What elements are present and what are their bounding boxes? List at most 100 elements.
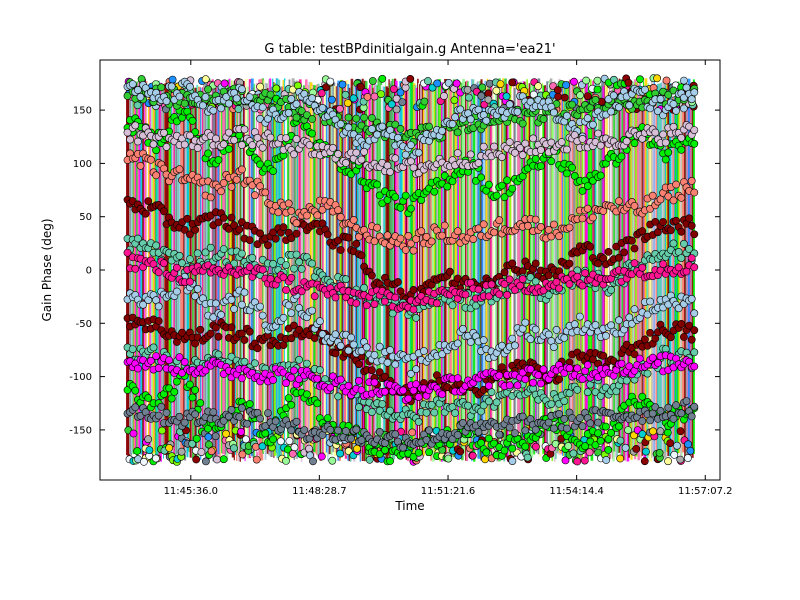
x-tick-label: 11:51:21.6 — [421, 486, 475, 497]
x-tick-label: 11:54:14.4 — [549, 486, 603, 497]
gain-phase-point — [152, 171, 160, 180]
gain-phase-point — [141, 209, 150, 218]
gain-phase-point — [508, 457, 517, 465]
gain-phase-point — [630, 305, 639, 314]
gain-phase-point — [308, 115, 316, 123]
gain-phase-point — [271, 417, 280, 426]
gain-phase-point — [387, 100, 396, 109]
gain-phase-point — [305, 444, 313, 453]
gain-phase-point — [456, 447, 465, 456]
gain-phase-point — [396, 234, 405, 243]
gain-phase-point — [380, 372, 389, 381]
gain-phase-point — [230, 304, 238, 313]
gain-phase-point — [453, 431, 462, 439]
gain-phase-point — [677, 193, 686, 202]
gain-phase-point — [534, 371, 543, 380]
gain-phase-point — [168, 75, 177, 84]
gain-phase-point — [487, 280, 496, 289]
gain-phase-point — [327, 95, 336, 104]
gain-phase-point — [335, 104, 344, 113]
gain-phase-point — [655, 448, 664, 457]
gain-phase-point — [380, 297, 389, 306]
gain-phase-point — [616, 454, 625, 463]
gain-phase-point — [133, 234, 142, 243]
x-tick-label: 11:57:07.2 — [678, 486, 732, 497]
gain-phase-point — [128, 345, 137, 353]
gain-phase-point — [126, 135, 135, 144]
gain-phase-point — [468, 451, 477, 460]
gain-phase-point — [495, 430, 504, 439]
gain-phase-point — [131, 121, 140, 130]
gain-phase-point — [417, 227, 426, 236]
gain-phase-point — [287, 234, 296, 242]
gain-phase-point — [232, 94, 241, 103]
gain-phase-point — [289, 150, 298, 159]
gain-phase-point — [690, 88, 699, 97]
gain-phase-point — [656, 95, 665, 103]
gain-phase-point — [214, 155, 223, 164]
gain-phase-point — [544, 291, 553, 299]
gain-phase-point — [555, 284, 563, 293]
gain-phase-point — [569, 449, 578, 458]
gain-phase-point — [373, 223, 381, 232]
gain-phase-point — [211, 432, 220, 441]
gain-phase-point — [308, 259, 316, 268]
gain-phase-point — [453, 227, 462, 236]
gain-phase-point — [570, 77, 578, 86]
gain-phase-point — [677, 254, 686, 262]
gain-phase-point — [677, 227, 686, 236]
gain-phase-point — [615, 253, 623, 262]
gain-phase-point — [427, 237, 436, 246]
gain-phase-point — [375, 450, 384, 458]
gain-phase-point — [596, 436, 605, 445]
gain-phase-point — [274, 208, 283, 217]
gain-phase-point — [656, 427, 665, 436]
gain-phase-point — [673, 441, 681, 450]
gain-phase-point — [344, 123, 353, 132]
gain-phase-point — [282, 261, 290, 269]
gain-phase-point — [240, 357, 249, 366]
gain-phase-point — [409, 285, 418, 294]
gain-phase-point — [284, 301, 293, 310]
gain-phase-point — [154, 364, 163, 372]
gain-phase-point — [344, 346, 353, 355]
gain-phase-point — [258, 103, 267, 112]
gain-phase-point — [328, 456, 337, 465]
gain-phase-point — [370, 378, 379, 387]
gain-phase-point — [336, 375, 345, 384]
gain-phase-point — [398, 98, 407, 106]
gain-phase-point — [620, 248, 628, 257]
gain-phase-point — [214, 350, 223, 359]
gain-phase-point — [502, 92, 511, 101]
gain-phase-point — [357, 251, 366, 260]
gain-phase-point — [192, 455, 201, 464]
gain-phase-point — [469, 235, 478, 243]
gain-phase-point — [565, 364, 574, 373]
gain-phase-point — [521, 318, 530, 327]
gain-phase-point — [615, 422, 623, 431]
y-tick-label: -50 — [76, 319, 92, 330]
gain-phase-point — [191, 386, 199, 394]
gain-phase-point — [378, 400, 387, 408]
gain-phase-point — [406, 141, 415, 149]
gain-phase-point — [406, 75, 415, 83]
gain-phase-point — [664, 403, 673, 412]
gain-phase-point — [363, 93, 372, 101]
gain-phase-point — [154, 302, 163, 311]
gain-phase-point — [240, 125, 249, 134]
gain-phase-point — [521, 375, 530, 384]
gain-phase-point — [349, 94, 358, 103]
gain-phase-point — [466, 338, 475, 346]
gain-phase-point — [602, 422, 610, 431]
gain-phase-point — [151, 454, 160, 463]
gain-phase-point — [656, 195, 665, 204]
gain-phase-point — [585, 448, 594, 457]
gain-phase-point — [466, 115, 475, 124]
gain-phase-point — [389, 85, 398, 93]
y-tick-label: 50 — [79, 212, 92, 223]
gain-phase-point — [513, 381, 522, 390]
gain-phase-point — [133, 447, 142, 455]
gain-phase-point — [452, 79, 461, 88]
gain-phase-point — [266, 90, 275, 99]
gain-phase-point — [302, 359, 311, 368]
